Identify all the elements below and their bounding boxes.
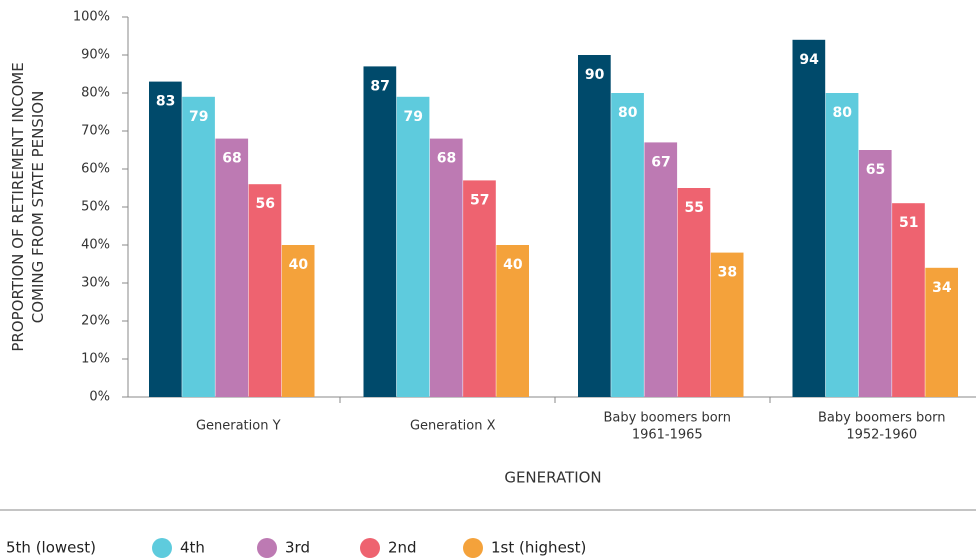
bar	[710, 252, 744, 397]
bar-value-label: 67	[651, 154, 670, 170]
x-tick-label: Baby boomers born 1961-1965	[603, 410, 731, 442]
bar-value-label: 90	[585, 67, 605, 83]
bar-value-label: 38	[718, 265, 737, 281]
y-tick-label: 90%	[81, 48, 110, 63]
y-tick-label: 40%	[81, 238, 110, 253]
bar-value-label: 87	[370, 78, 389, 94]
legend-label: 4th	[180, 539, 205, 557]
bar	[215, 138, 249, 397]
legend-label: 5th (lowest)	[6, 539, 96, 557]
legend-label: 1st (highest)	[491, 539, 586, 557]
y-tick-label: 100%	[73, 10, 110, 25]
bar-value-label: 80	[833, 105, 853, 121]
bar	[925, 267, 958, 397]
bar-value-label: 55	[684, 200, 703, 216]
bar	[182, 96, 215, 398]
bar	[496, 245, 529, 397]
bar-value-label: 68	[437, 151, 456, 167]
bar-value-label: 79	[189, 109, 208, 125]
bar	[149, 81, 182, 397]
bar	[578, 55, 611, 397]
legend-swatch	[463, 538, 483, 558]
y-tick-label: 70%	[81, 124, 110, 139]
legend-swatch	[360, 538, 380, 558]
x-tick-label: Generation Y	[196, 419, 281, 434]
bar	[281, 245, 315, 397]
bar-value-label: 40	[503, 257, 523, 273]
bar-value-label: 56	[255, 196, 274, 212]
bar	[677, 188, 711, 397]
x-axis-title: GENERATION	[504, 469, 601, 487]
legend-swatch	[152, 538, 172, 558]
bar-value-label: 34	[932, 280, 952, 296]
legend-label: 3rd	[285, 539, 310, 557]
bar-value-label: 68	[222, 151, 241, 167]
x-tick-label: Baby boomers born 1952-1960	[818, 410, 946, 442]
bar	[396, 96, 430, 398]
legend-swatch	[257, 538, 277, 558]
bar-value-label: 94	[799, 52, 819, 68]
y-tick-label: 80%	[81, 86, 110, 101]
bar	[892, 203, 925, 397]
bar	[363, 66, 397, 398]
y-tick-label: 10%	[81, 352, 110, 367]
bar-value-label: 57	[470, 192, 489, 208]
bar	[858, 150, 892, 397]
bar-value-label: 40	[289, 257, 309, 273]
legend-label: 2nd	[388, 539, 417, 557]
bar	[644, 142, 678, 397]
bar-value-label: 65	[866, 162, 885, 178]
y-tick-label: 30%	[81, 276, 110, 291]
bar-value-label: 80	[618, 105, 638, 121]
y-tick-label: 0%	[89, 390, 110, 405]
bar-value-label: 51	[899, 215, 918, 231]
y-tick-label: 60%	[81, 162, 110, 177]
bar-value-label: 79	[404, 109, 423, 125]
bar	[429, 138, 463, 397]
y-axis-title: PROPORTION OF RETIREMENT INCOME COMING FR…	[9, 62, 47, 351]
y-tick-label: 20%	[81, 314, 110, 329]
bar	[825, 93, 859, 397]
bar	[792, 39, 826, 398]
bar	[611, 93, 644, 397]
bar	[463, 180, 496, 397]
bar	[248, 184, 282, 397]
x-tick-label: Generation X	[410, 419, 496, 434]
bar-value-label: 83	[156, 94, 175, 110]
y-tick-label: 50%	[81, 200, 110, 215]
